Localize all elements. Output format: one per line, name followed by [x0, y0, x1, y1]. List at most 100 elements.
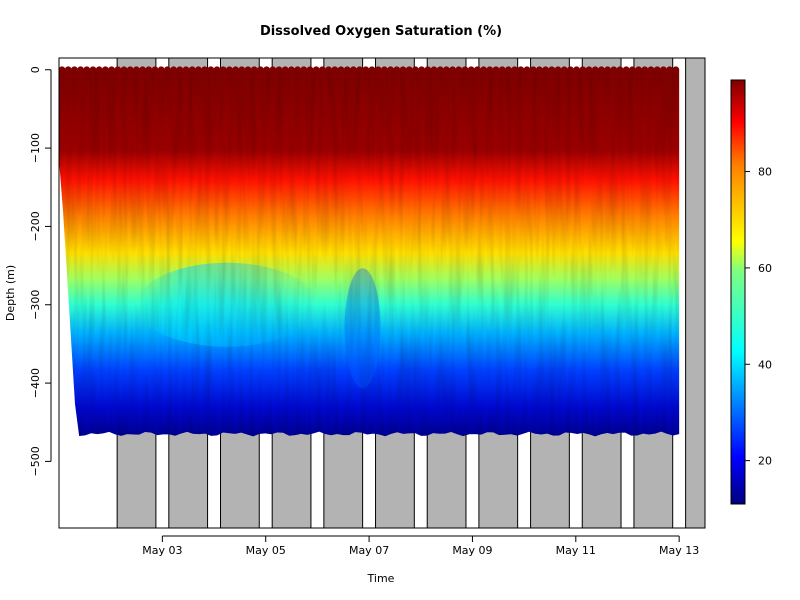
profile-cap: [77, 66, 84, 74]
profile-cap: [505, 66, 512, 74]
y-tick-label: −100: [29, 133, 42, 163]
profile-cap: [511, 66, 518, 74]
profile-cap: [548, 66, 556, 74]
profile-cap: [288, 66, 295, 74]
profile-cap: [244, 66, 252, 74]
profile-cap: [622, 66, 630, 74]
x-axis-title: Time: [367, 572, 395, 585]
profile-cap: [474, 66, 481, 74]
plot-area: [59, 58, 705, 528]
profile-cap: [486, 66, 494, 74]
profile-cap: [573, 66, 580, 74]
profile-cap: [89, 66, 97, 74]
profile-cap: [102, 66, 109, 74]
colorbar: 20 40 60 80: [730, 79, 772, 505]
profile-cap: [257, 66, 264, 74]
y-axis-title: Depth (m): [4, 265, 17, 321]
profile-cap: [108, 66, 115, 74]
profile-cap: [232, 66, 240, 74]
colorbar-gradient: [730, 79, 746, 505]
profile-cap: [653, 66, 661, 74]
profile-cap: [647, 66, 655, 74]
profile-cap: [393, 66, 401, 74]
profile-cap: [356, 66, 363, 74]
profile-cap: [635, 66, 642, 74]
profile-cap: [226, 66, 233, 74]
profile-cap: [542, 66, 549, 74]
night-bar: [685, 58, 705, 528]
profile-cap: [126, 66, 134, 74]
profile-cap: [170, 66, 178, 74]
profile-cap: [591, 66, 599, 74]
profile-cap: [182, 66, 190, 74]
profile-cap: [455, 66, 463, 74]
profile-cap: [362, 66, 370, 74]
profile-cap: [269, 66, 277, 74]
x-tick-label: May 07: [349, 544, 389, 557]
profile-cap: [567, 66, 574, 74]
profile-cap: [374, 66, 382, 74]
profile-cap: [300, 66, 308, 74]
profile-cap: [430, 66, 438, 74]
profile-cap: [529, 66, 537, 74]
profile-cap: [461, 66, 469, 74]
profile-cap: [281, 66, 289, 74]
profile-cap: [83, 66, 91, 74]
x-axis: May 03 May 05 May 07 May 09 May 11 May 13: [142, 535, 699, 557]
profile-cap: [368, 66, 376, 74]
profile-cap: [306, 66, 314, 74]
profile-cap: [579, 66, 587, 74]
x-tick-label: May 03: [142, 544, 182, 557]
profile-cap: [480, 66, 487, 74]
profile-cap: [263, 66, 270, 74]
profile-cap: [610, 66, 618, 74]
profile-cap: [449, 66, 456, 74]
profile-cap: [498, 66, 506, 74]
profile-cap: [641, 66, 649, 74]
profile-cap: [412, 66, 419, 74]
y-tick-label: −400: [29, 368, 42, 398]
profile-cap: [536, 66, 543, 74]
profile-cap: [250, 66, 258, 74]
profile-cap: [424, 66, 432, 74]
profile-cap: [294, 66, 301, 74]
profile-cap: [666, 66, 673, 74]
profile-cap: [133, 66, 140, 74]
profile-cap: [188, 66, 196, 74]
profile-cap: [139, 66, 147, 74]
profile-cap: [381, 66, 388, 74]
profile-cap: [219, 66, 227, 74]
profile-cap: [629, 66, 636, 74]
profile-cap: [560, 66, 568, 74]
profile-cap: [554, 66, 562, 74]
profile-cap: [151, 66, 159, 74]
profile-cap: [672, 66, 680, 74]
profile-cap: [585, 66, 593, 74]
y-axis: 0 −100 −200 −300 −400 −500: [29, 66, 52, 477]
profile-cap: [436, 66, 444, 74]
colorbar-ticks: 20 40 60 80: [745, 166, 772, 468]
profile-cap: [443, 66, 450, 74]
profile-cap: [120, 66, 128, 74]
profile-cap: [517, 66, 525, 74]
profile-cap: [405, 66, 413, 74]
profile-cap: [64, 66, 72, 74]
profile-cap: [660, 66, 667, 74]
x-tick-label: May 11: [556, 544, 596, 557]
x-tick-label: May 09: [452, 544, 492, 557]
x-tick-label: May 05: [246, 544, 286, 557]
profile-cap: [238, 66, 246, 74]
profile-cap: [604, 66, 611, 74]
colorbar-tick-label: 60: [758, 262, 772, 275]
x-tick-label: May 13: [659, 544, 699, 557]
y-tick-label: −200: [29, 211, 42, 241]
profile-cap: [598, 66, 605, 74]
profile-cap: [337, 66, 345, 74]
profile-cap: [95, 66, 103, 74]
profile-cap: [195, 66, 202, 74]
colorbar-tick-label: 20: [758, 455, 772, 468]
profile-cap: [312, 66, 320, 74]
profile-cap: [387, 66, 394, 74]
y-tick-label: −300: [29, 290, 42, 320]
profile-cap: [325, 66, 332, 74]
